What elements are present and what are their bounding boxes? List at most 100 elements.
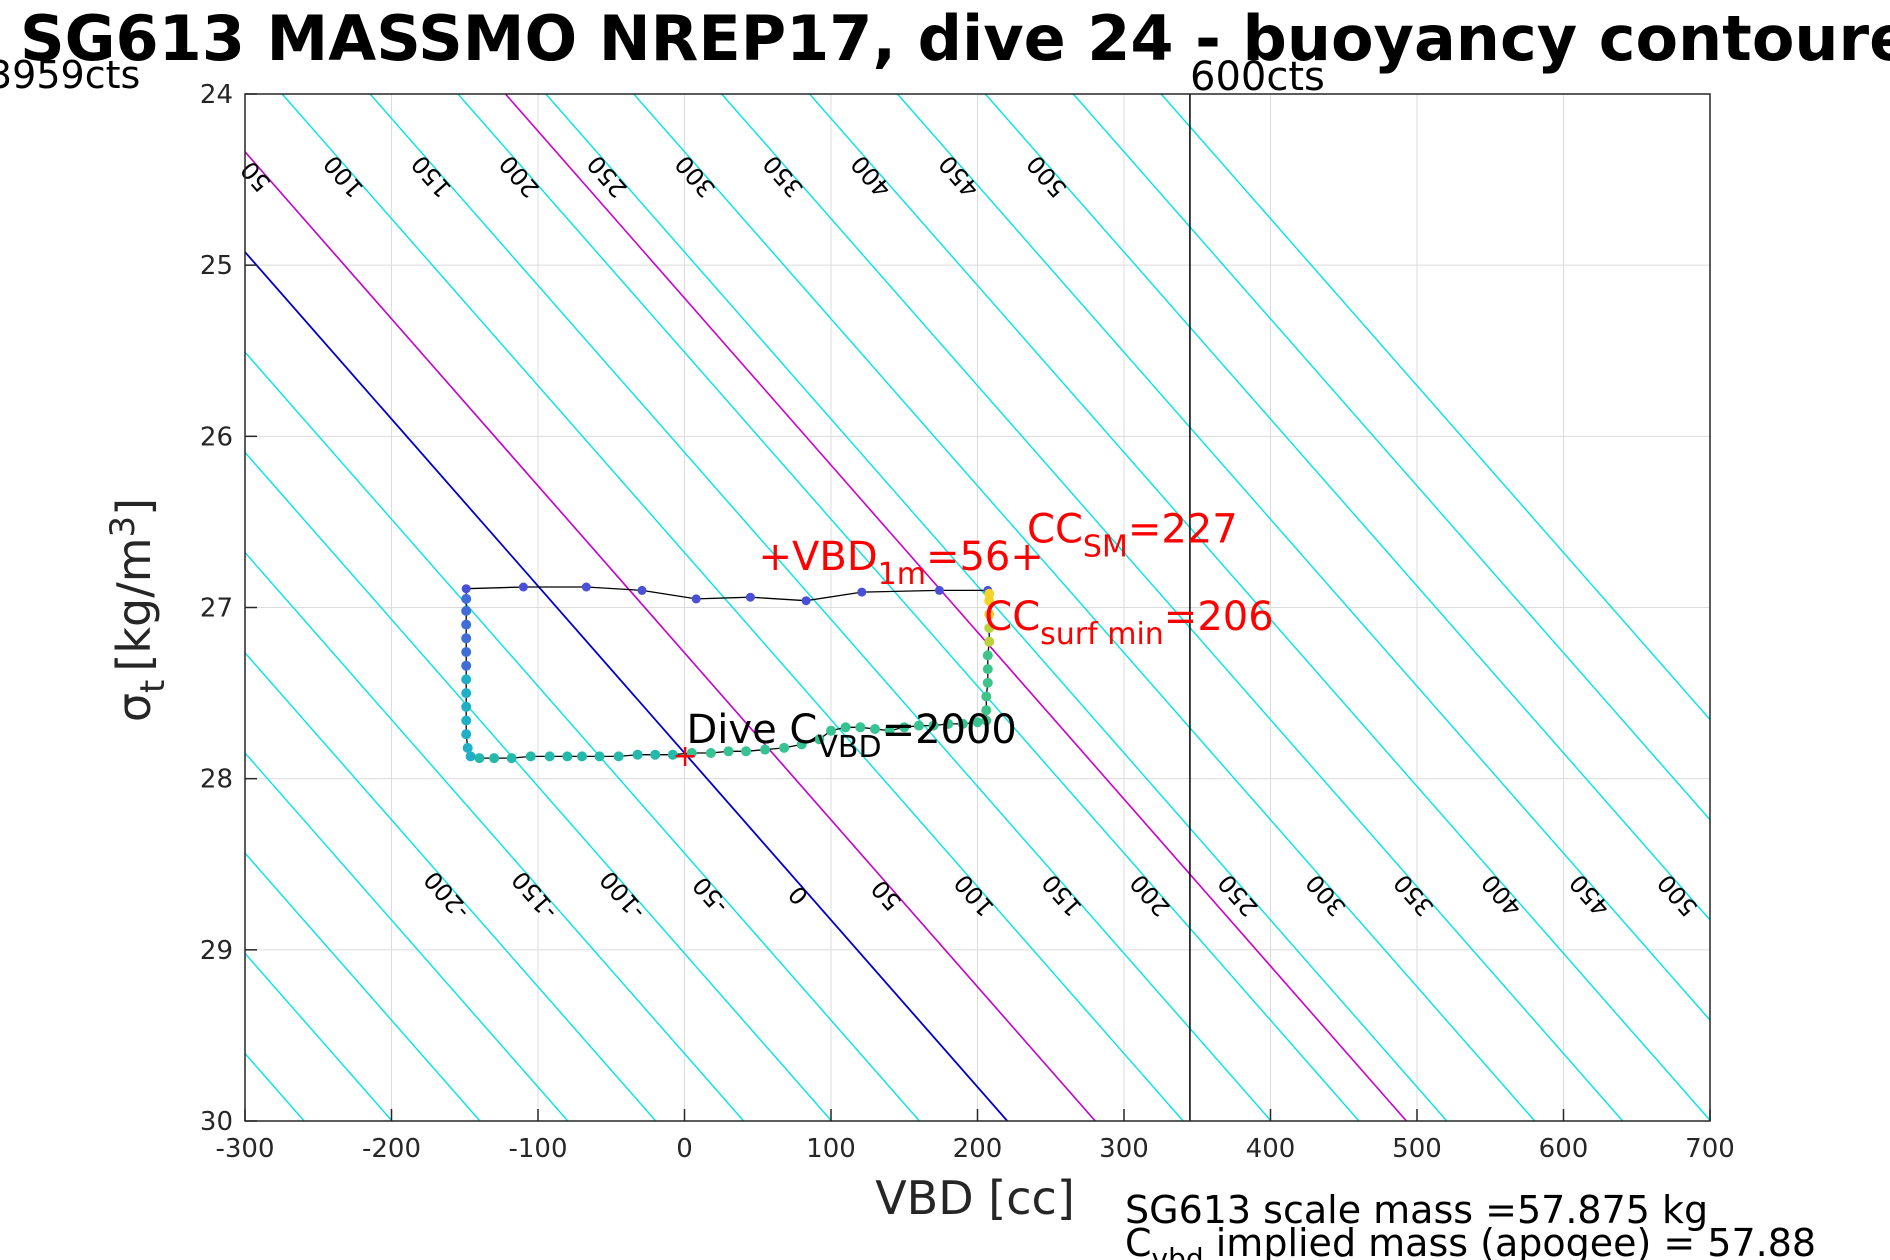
- annotation-sub: 1m: [878, 557, 926, 592]
- profile-point: [613, 751, 624, 762]
- contour-line: [809, 94, 1710, 1121]
- svg-text:σt[kg/m3]: σt [kg/m3]: [103, 498, 173, 722]
- profile-point: [981, 705, 992, 716]
- profile-point: [461, 729, 472, 740]
- profile-line-top: [466, 586, 988, 602]
- annotation: +VBD1m=56+: [759, 534, 1044, 592]
- chart-title: SG613 MASSMO NREP17, dive 24 - buoyancy …: [20, 2, 1890, 75]
- profile-point: [461, 674, 472, 685]
- profile-point: [984, 588, 995, 599]
- contour-line: [633, 94, 1536, 1121]
- corner-label-right: 600cts: [1190, 54, 1325, 100]
- x-tick-label: -100: [508, 1134, 567, 1164]
- profile-point: [461, 605, 472, 616]
- profile-point: [461, 633, 472, 644]
- contour-line: [281, 94, 1184, 1121]
- annotation-sub: surf min: [1040, 617, 1164, 652]
- profile-point: [461, 619, 472, 630]
- x-tick-label: 400: [1246, 1134, 1296, 1164]
- contour-line: [245, 451, 833, 1121]
- contour-line: [245, 751, 569, 1121]
- y-tick-label: 24: [200, 80, 233, 110]
- dive-profile: [461, 582, 995, 764]
- profile-point: [984, 636, 995, 647]
- profile-point: [913, 720, 924, 731]
- profile-point: [840, 722, 851, 733]
- profile-point: [461, 701, 472, 712]
- x-tick-label: 500: [1392, 1134, 1442, 1164]
- annotation-value: =2000: [882, 707, 1017, 753]
- y-label-sub: t: [133, 680, 173, 693]
- contour-line: [984, 94, 1710, 922]
- x-axis-ticks: -300 -200 -100 0 100 200 300 400 500 600 700: [215, 1109, 1735, 1164]
- x-tick-label: -300: [215, 1134, 274, 1164]
- profile-point: [741, 746, 751, 757]
- contour-line: [457, 94, 1360, 1121]
- profile-point: [801, 596, 811, 606]
- y-tick-label: 29: [200, 936, 233, 966]
- annotation-main: CC: [1027, 507, 1083, 553]
- footer-line2-rest: implied mass (apogee) = 57.88: [1204, 1221, 1816, 1260]
- profile-point: [943, 718, 954, 729]
- profile-point: [884, 725, 895, 736]
- profile-point: [594, 751, 605, 762]
- profile-point: [984, 595, 995, 606]
- annotations: +Dive CVBD=2000+VBD1m=56+CCSM=227CCsurf …: [673, 507, 1274, 774]
- profile-point: [984, 623, 995, 633]
- annotation-main: Dive C: [687, 707, 818, 753]
- y-label-unit: [kg/m: [107, 538, 161, 672]
- y-axis-label: σt [kg/m3]: [103, 498, 173, 722]
- x-tick-label: 700: [1685, 1134, 1735, 1164]
- profile-point: [745, 592, 755, 602]
- y-tick-label: 25: [200, 251, 233, 281]
- profile-point: [462, 742, 473, 753]
- profile-point: [957, 718, 968, 729]
- profile-point: [982, 650, 993, 661]
- profile-point: [686, 748, 697, 758]
- profile-point: [562, 751, 573, 762]
- profile-point: [461, 593, 472, 604]
- profile-point: [577, 751, 587, 762]
- contour-line: [245, 551, 745, 1121]
- highlight-contour-line: [245, 150, 1096, 1121]
- buoyancy-contours: [0, 94, 1710, 1121]
- contour-line: [0, 94, 40, 1121]
- footer-line2-main: C: [1125, 1221, 1152, 1260]
- contour-line: [369, 94, 1272, 1121]
- contour-line: [245, 852, 481, 1121]
- annotation-main: CC: [984, 594, 1040, 640]
- x-tick-label: 600: [1539, 1134, 1589, 1164]
- x-tick-label: 300: [1099, 1134, 1149, 1164]
- profile-point: [461, 584, 471, 594]
- y-tick-label: 27: [200, 594, 233, 624]
- y-label-sigma: σ: [107, 693, 161, 722]
- contour-line: [1072, 94, 1710, 821]
- y-tick-label: 28: [200, 765, 233, 795]
- profile-point: [899, 722, 910, 733]
- profile-point: [461, 660, 472, 671]
- contour-line: [896, 94, 1710, 1022]
- profile-point: [796, 739, 807, 750]
- annotation: Dive CVBD=2000: [687, 707, 1017, 765]
- profile-point: [461, 715, 472, 726]
- profile-point: [981, 715, 992, 726]
- contour-line: [721, 94, 1624, 1121]
- annotation-value: =206: [1164, 594, 1274, 640]
- contour-line: [1160, 94, 1710, 721]
- annotation: CCSM=227: [1027, 507, 1238, 565]
- profile-point: [518, 582, 528, 592]
- footer-line2: Cvbd implied mass (apogee) = 57.88: [1125, 1221, 1816, 1260]
- annotation-sub: SM: [1083, 530, 1128, 565]
- dive-cvbd-cross: +: [673, 739, 698, 774]
- y-tick-label: 26: [200, 422, 233, 452]
- profile-point: [857, 587, 867, 597]
- annotation-sub: VBD: [817, 730, 881, 765]
- profile-point: [489, 753, 500, 764]
- y-axis-ticks: 24 25 26 27 28 29 30: [200, 80, 257, 1137]
- corner-label-left: 3959cts: [0, 53, 140, 97]
- profile-point: [525, 751, 536, 762]
- profile-point: [928, 720, 939, 731]
- x-tick-label: 200: [953, 1134, 1003, 1164]
- profile-point: [465, 751, 476, 762]
